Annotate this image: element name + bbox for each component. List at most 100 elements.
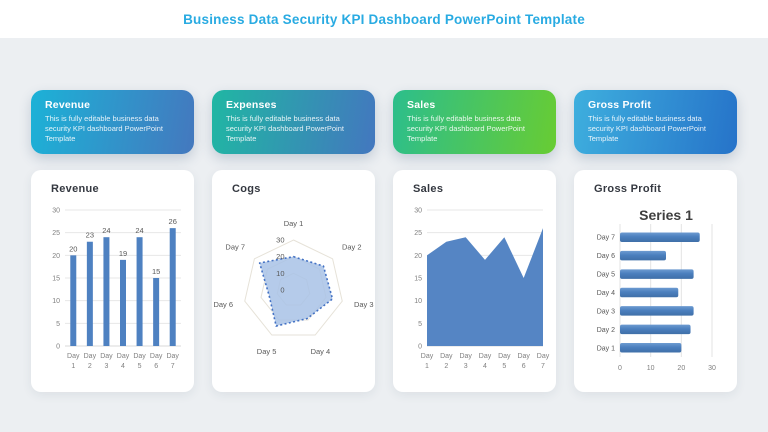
- data-label: 23: [86, 231, 94, 240]
- x-axis-tick-label: Day: [537, 353, 550, 360]
- x-axis-tick-label: 6: [522, 363, 526, 370]
- y-axis-tick-label: 20: [414, 253, 422, 260]
- y-axis-tick-label: 25: [414, 230, 422, 237]
- bar: [620, 250, 666, 261]
- radial-tick-label: 0: [280, 286, 284, 295]
- data-label: 26: [169, 217, 177, 226]
- bar: [620, 287, 679, 298]
- y-axis-tick-label: 0: [56, 344, 60, 351]
- radial-tick-label: 20: [276, 252, 284, 261]
- data-label: 24: [135, 226, 143, 235]
- chart-panel-title: Sales: [413, 183, 444, 195]
- chart-card-sales: Sales 0 5 10 15 20 25 30 Day 1 Day 2 Day 3 Day 4 Day 5 Da…: [393, 170, 556, 392]
- data-label: 19: [119, 249, 127, 258]
- slide-header: Business Data Security KPI Dashboard Pow…: [0, 0, 768, 38]
- x-axis-tick-label: Day: [84, 353, 97, 360]
- radar-category-label: Day 7: [225, 242, 245, 251]
- y-axis-tick-label: 5: [418, 321, 422, 328]
- x-axis-tick-label: 5: [502, 363, 506, 370]
- chart-panel-title: Cogs: [232, 183, 261, 195]
- radar-category-label: Day 2: [342, 242, 362, 251]
- bar: [620, 269, 694, 279]
- x-axis-tick-label: 2: [88, 363, 92, 370]
- y-axis-tick-label: 15: [52, 276, 60, 283]
- x-axis-tick-label: Day: [459, 353, 472, 360]
- kpi-card-revenue: Revenue This is fully editable business …: [31, 90, 194, 154]
- x-axis-tick-label: 4: [121, 363, 125, 370]
- bar: [136, 237, 143, 346]
- kpi-card-description: This is fully editable business data sec…: [226, 114, 344, 143]
- kpi-card-gross-profit: Gross Profit This is fully editable busi…: [574, 90, 737, 154]
- data-label: 24: [102, 226, 110, 235]
- category-label: Day 6: [597, 253, 615, 260]
- category-label: Day 5: [597, 272, 615, 279]
- kpi-card-description: This is fully editable business data sec…: [45, 114, 163, 143]
- x-axis-tick-label: Day: [498, 353, 511, 360]
- sales-area-chart: 0 5 10 15 20 25 30 Day 1 Day 2 Day 3 Day 4 Day 5 Day 6 Day 7: [414, 208, 550, 371]
- radar-category-label: Day 3: [354, 300, 374, 309]
- gross-profit-hbar-chart: Series 1 0 10 20 30 Day 7 Day 6 Day 5 Day 4 Day 3…: [597, 207, 716, 372]
- bar: [620, 232, 700, 242]
- kpi-card-title: Gross Profit: [588, 99, 652, 111]
- chart-card-cogs: Cogs 0 10 20 30 Day 1 Day 2 Day 3 Day 4 Day 5 Day…: [212, 170, 375, 392]
- radar-category-label: Day 5: [257, 347, 277, 356]
- page-title: Business Data Security KPI Dashboard Pow…: [183, 11, 585, 27]
- x-axis-tick-label: 10: [647, 365, 655, 372]
- bar: [86, 241, 93, 346]
- category-label: Day 2: [597, 327, 615, 334]
- bar: [120, 259, 126, 346]
- y-axis-tick-label: 10: [414, 298, 422, 305]
- x-axis-tick-label: 3: [464, 363, 468, 370]
- x-axis-tick-label: Day: [421, 353, 434, 360]
- x-axis-tick-label: Day: [166, 353, 179, 360]
- kpi-card-description: This is fully editable business data sec…: [588, 114, 706, 143]
- radar-grid-ring: [244, 239, 343, 336]
- x-axis-tick-label: Day: [517, 353, 530, 360]
- x-axis-tick-label: 0: [618, 365, 622, 372]
- kpi-row: Revenue This is fully editable business …: [31, 90, 737, 154]
- category-label: Day 4: [597, 290, 615, 297]
- x-axis-tick-label: 2: [444, 363, 448, 370]
- kpi-card-expenses: Expenses This is fully editable business…: [212, 90, 375, 154]
- bar: [70, 255, 77, 346]
- x-axis-tick-label: 7: [171, 363, 175, 370]
- area-series: [427, 228, 543, 346]
- x-axis-tick-label: 20: [677, 365, 685, 372]
- y-axis-tick-label: 30: [52, 208, 60, 215]
- kpi-card-sales: Sales This is fully editable business da…: [393, 90, 556, 154]
- kpi-card-title: Expenses: [226, 99, 277, 111]
- chart-card-gross-profit: Gross Profit Series 1 0 10 20 30 Day 7 Day 6 Da…: [574, 170, 737, 392]
- y-axis-tick-label: 20: [52, 253, 60, 260]
- radial-tick-label: 30: [276, 236, 284, 245]
- x-axis-tick-label: 7: [541, 363, 545, 370]
- radar-series: [258, 255, 334, 327]
- kpi-card-title: Revenue: [45, 99, 91, 111]
- category-label: Day 3: [597, 308, 615, 315]
- x-axis-tick-label: 3: [104, 363, 108, 370]
- kpi-card-title: Sales: [407, 99, 436, 111]
- y-axis-tick-label: 5: [56, 321, 60, 328]
- radar-category-label: Day 1: [284, 219, 304, 228]
- chart-panel-title: Revenue: [51, 183, 99, 195]
- x-axis-tick-label: 5: [138, 363, 142, 370]
- bar: [620, 306, 694, 316]
- x-axis-tick-label: Day: [100, 353, 113, 360]
- bar: [620, 324, 691, 335]
- x-axis-tick-label: Day: [67, 353, 80, 360]
- x-axis-tick-label: 4: [483, 363, 487, 370]
- x-axis-tick-label: 1: [71, 363, 75, 370]
- bar: [153, 278, 160, 346]
- chart-row: Revenue 0 5 10 15 20 25 30 20 Day 1 23 Day 2 24 Day 3 19…: [31, 170, 737, 392]
- chart-panel-title: Gross Profit: [594, 183, 662, 195]
- radar-category-label: Day 6: [213, 300, 233, 309]
- bar: [620, 343, 682, 353]
- y-axis-tick-label: 15: [414, 276, 422, 283]
- x-axis-tick-label: 1: [425, 363, 429, 370]
- radar-category-label: Day 4: [311, 347, 331, 356]
- x-axis-tick-label: Day: [133, 353, 146, 360]
- y-axis-tick-label: 30: [414, 208, 422, 215]
- x-axis-tick-label: 6: [154, 363, 158, 370]
- x-axis-tick-label: Day: [440, 353, 453, 360]
